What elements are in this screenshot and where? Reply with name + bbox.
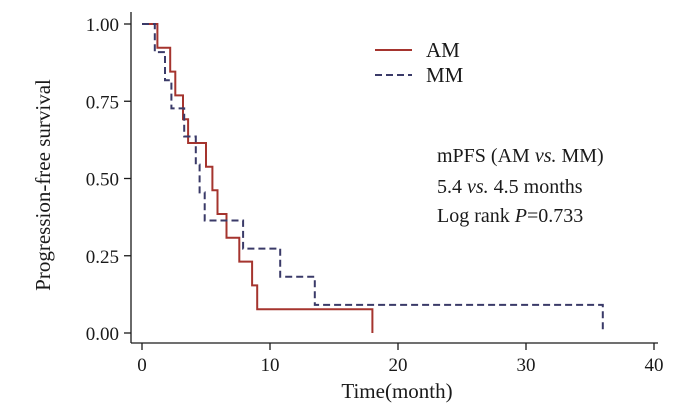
axes	[130, 12, 658, 344]
y-tick-label: 0.00	[86, 324, 119, 345]
y-tick-label: 0.25	[86, 247, 119, 268]
x-tick-label: 10	[261, 355, 280, 376]
y-ticks: 0.00 0.25 0.50 0.75 1.00	[86, 15, 131, 345]
y-tick-label: 0.75	[86, 92, 119, 113]
survival-curves	[142, 23, 604, 333]
stats-annotation: mPFS (AM vs. MM) 5.4 vs. 4.5 months Log …	[437, 145, 604, 227]
legend-label-am: AM	[426, 38, 460, 62]
y-axis-title: Progression-free survival	[31, 79, 55, 291]
annotation-log-rank: Log rank P=0.733	[437, 205, 583, 227]
legend: AM MM	[375, 38, 464, 87]
x-tick-label: 40	[645, 355, 664, 376]
y-tick-label: 1.00	[86, 15, 119, 36]
legend-label-mm: MM	[426, 63, 464, 87]
annotation-mpfs: mPFS (AM vs. MM)	[437, 145, 604, 167]
x-tick-label: 0	[137, 355, 147, 376]
x-ticks: 0 10 20 30 40	[137, 343, 664, 376]
x-axis-title: Time(month)	[341, 379, 452, 403]
annotation-median-values: 5.4 vs. 4.5 months	[437, 176, 583, 198]
y-tick-label: 0.50	[86, 170, 119, 191]
series-mm-line	[142, 23, 604, 333]
series-am-line	[142, 23, 374, 333]
x-tick-label: 30	[517, 355, 536, 376]
x-tick-label: 20	[389, 355, 408, 376]
